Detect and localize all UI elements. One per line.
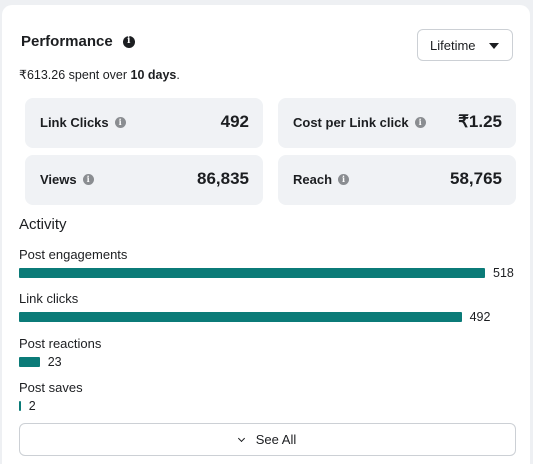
see-all-button[interactable]: See All: [19, 423, 516, 456]
metric-views: Views i 86,835: [25, 155, 263, 205]
metric-reach: Reach i 58,765: [278, 155, 516, 205]
metric-cost-per-link-click: Cost per Link click i ₹1.25: [278, 98, 516, 148]
activity-label: Post reactions: [19, 336, 102, 351]
spend-summary: ₹613.26 spent over 10 days.: [19, 67, 180, 82]
activity-bar: [19, 312, 462, 322]
metric-label: Views i: [40, 172, 94, 187]
caret-down-icon: [489, 43, 499, 49]
info-icon[interactable]: i: [338, 173, 350, 185]
activity-label: Post engagements: [19, 247, 128, 262]
metric-value: 86,835: [197, 169, 249, 188]
performance-card: Performance i Lifetime ₹613.26 spent ove…: [2, 5, 530, 464]
metric-value: 492: [220, 112, 249, 131]
info-icon[interactable]: i: [114, 116, 126, 128]
metric-link-clicks: Link Clicks i 492: [25, 98, 263, 148]
metric-label: Reach i: [293, 172, 350, 187]
period-dropdown-value: Lifetime: [430, 37, 476, 53]
info-icon[interactable]: i: [414, 116, 426, 128]
spend-amount: ₹613.26: [19, 68, 66, 82]
metric-value: ₹1.25: [458, 112, 502, 131]
spend-summary-text: spent over: [65, 68, 131, 82]
activity-label: Link clicks: [19, 291, 79, 306]
see-all-label: See All: [255, 432, 297, 447]
info-icon[interactable]: i: [122, 35, 135, 48]
activity-bar: [19, 357, 40, 367]
activity-value: 23: [47, 355, 62, 369]
activity-bar: [19, 268, 485, 278]
info-icon[interactable]: i: [82, 173, 94, 185]
metric-value: 58,765: [450, 169, 502, 188]
chevron-down-icon: [237, 434, 245, 442]
activity-value: 518: [493, 266, 514, 280]
metric-label: Link Clicks i: [40, 115, 126, 130]
performance-header: Performance i: [21, 33, 135, 50]
period-dropdown[interactable]: Lifetime: [417, 29, 513, 61]
activity-bar: [19, 401, 21, 411]
performance-title: Performance: [21, 33, 113, 50]
activity-label: Post saves: [19, 380, 83, 395]
activity-title: Activity: [19, 216, 67, 233]
spend-duration: 10 days: [130, 68, 177, 82]
metric-label: Cost per Link click i: [293, 115, 426, 130]
spend-summary-end: .: [176, 68, 180, 82]
activity-value: 2: [28, 399, 36, 413]
activity-value: 492: [469, 310, 491, 324]
